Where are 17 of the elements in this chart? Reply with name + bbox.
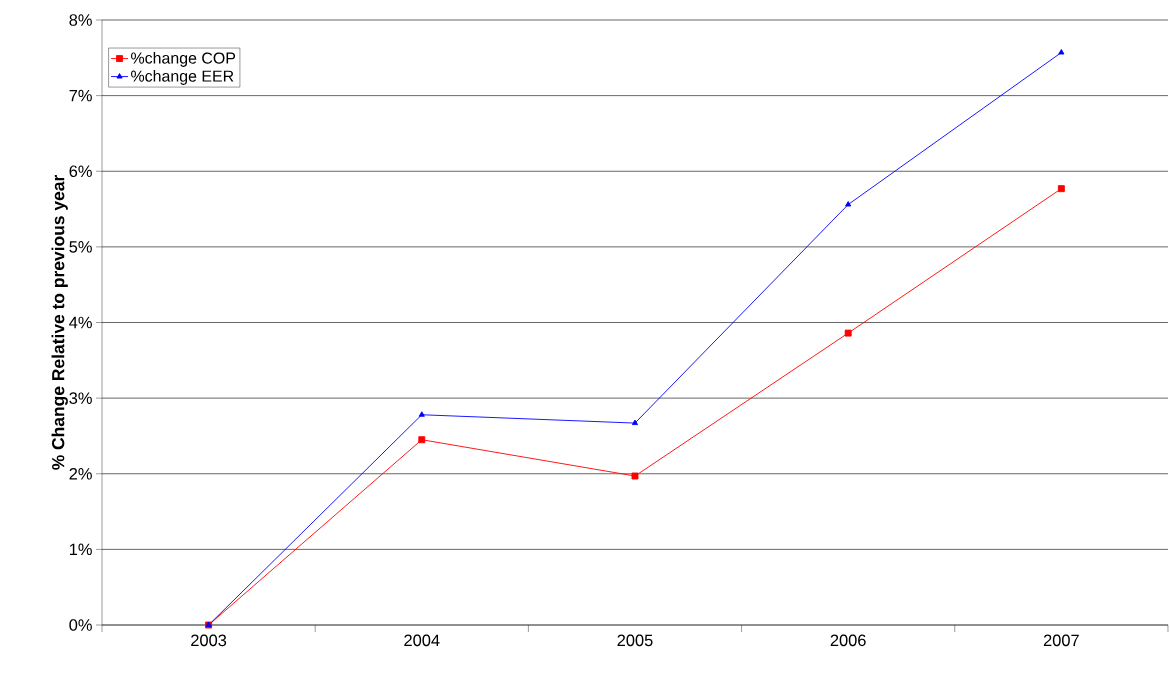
y-axis-title: % Change Relative to previous year: [51, 175, 68, 470]
y-tick-label: 6%: [69, 165, 92, 178]
y-tick-label: 3%: [69, 392, 92, 404]
y-tick-label: 1%: [69, 543, 92, 556]
x-tick-label: 2006: [830, 634, 866, 647]
y-tick-label: 7%: [69, 89, 92, 102]
x-tick-label: 2007: [1043, 634, 1079, 647]
x-tick-label: 2003: [191, 634, 227, 647]
y-tick-label: 4%: [69, 316, 92, 329]
legend-label: %change COP: [131, 52, 236, 67]
y-tick-label: 8%: [69, 14, 92, 26]
x-tick-label: 2005: [617, 634, 653, 647]
y-tick-label: 5%: [69, 241, 92, 253]
y-tick-label: 0%: [69, 619, 92, 631]
legend-label: %change EER: [131, 70, 234, 85]
x-tick-label: 2004: [404, 634, 440, 647]
y-tick-label: 2%: [69, 467, 92, 480]
